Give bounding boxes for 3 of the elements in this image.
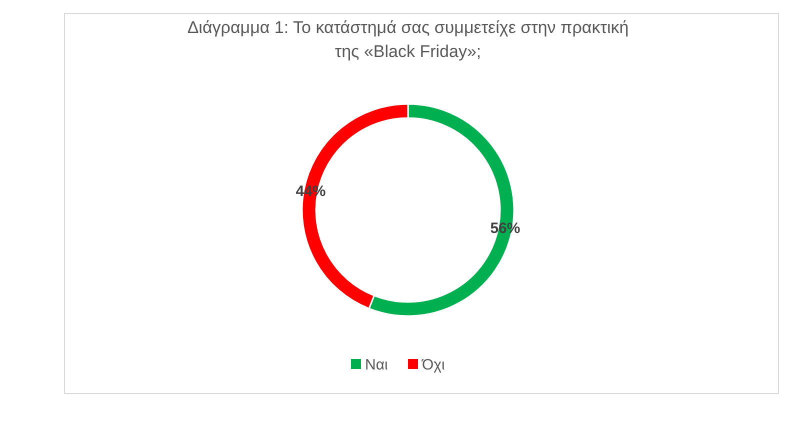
chart-title: Διάγραμμα 1: Το κατάστημά σας συμμετείχε στην πρακτική της «Black Friday»; [187,18,629,61]
legend-label: Όχι [421,356,445,374]
legend-label: Ναι [365,356,388,374]
